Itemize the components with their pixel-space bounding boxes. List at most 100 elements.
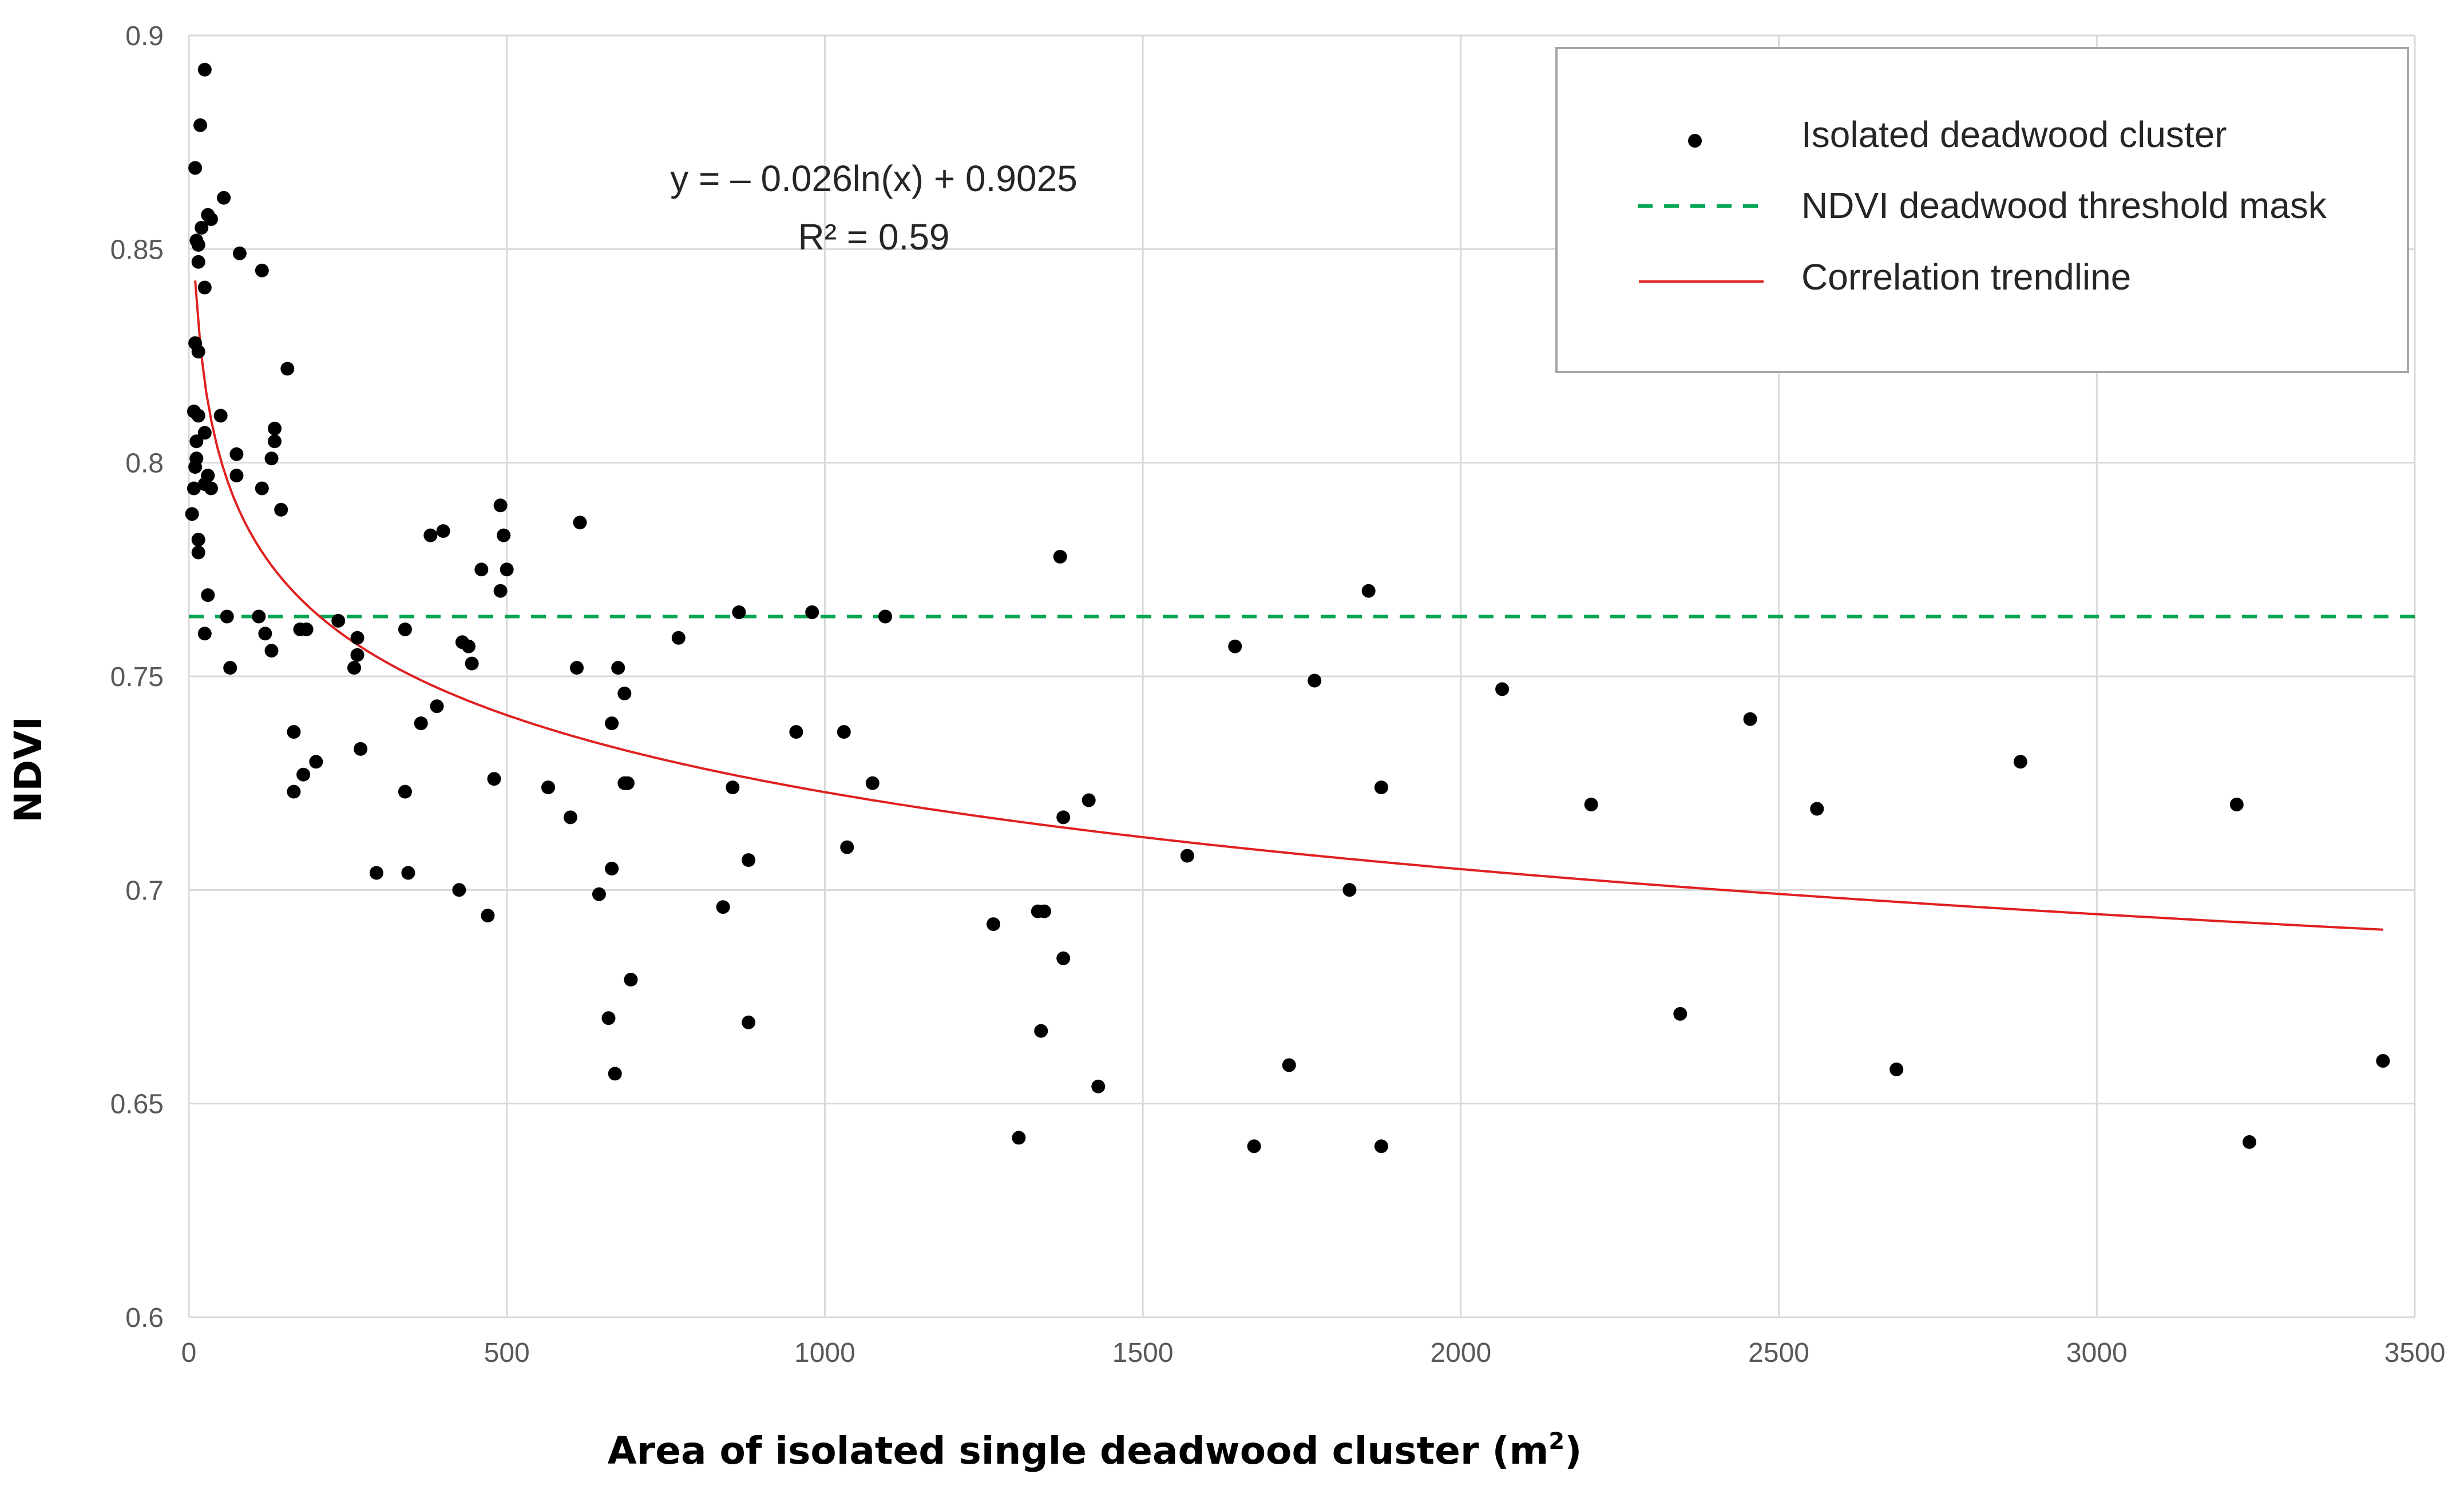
x-tick-label: 2000 bbox=[1430, 1338, 1491, 1368]
data-point bbox=[481, 909, 495, 923]
data-point bbox=[398, 784, 412, 799]
data-point bbox=[436, 524, 450, 538]
data-point bbox=[805, 605, 819, 619]
data-point bbox=[500, 562, 514, 577]
data-point bbox=[255, 481, 269, 496]
data-point bbox=[837, 725, 851, 739]
x-tick-label: 2500 bbox=[1748, 1338, 1809, 1368]
data-point bbox=[570, 661, 584, 675]
data-point bbox=[716, 900, 730, 914]
data-point bbox=[1053, 549, 1067, 564]
trendline-layer bbox=[194, 280, 2383, 931]
data-point bbox=[878, 609, 892, 624]
x-tick-label: 500 bbox=[484, 1338, 530, 1368]
data-point bbox=[611, 661, 625, 675]
data-point bbox=[605, 862, 619, 875]
data-point bbox=[398, 622, 412, 636]
data-point bbox=[430, 699, 444, 714]
legend-box bbox=[1555, 47, 2409, 373]
data-point bbox=[280, 362, 295, 376]
data-point bbox=[493, 498, 508, 513]
data-point bbox=[1082, 793, 1096, 807]
data-point bbox=[197, 62, 212, 77]
data-point bbox=[573, 516, 587, 530]
data-point bbox=[2376, 1054, 2390, 1068]
data-point bbox=[264, 451, 279, 466]
x-tick-label: 0 bbox=[181, 1338, 197, 1368]
data-point bbox=[1342, 883, 1357, 897]
data-point bbox=[274, 502, 288, 517]
data-point bbox=[220, 609, 234, 624]
data-point bbox=[726, 780, 740, 795]
data-point bbox=[987, 917, 1000, 932]
trendline-equation: y = – 0.026ln(x) + 0.9025 bbox=[670, 158, 1077, 199]
data-point bbox=[299, 622, 314, 636]
y-tick-label: 0.65 bbox=[110, 1089, 164, 1120]
data-point bbox=[617, 776, 632, 790]
data-point bbox=[197, 627, 212, 641]
data-point bbox=[350, 648, 365, 662]
data-point bbox=[223, 661, 237, 675]
legend-marker-points bbox=[1688, 134, 1702, 148]
data-point bbox=[462, 639, 476, 653]
data-point bbox=[487, 772, 501, 786]
data-point bbox=[347, 661, 361, 675]
data-point bbox=[287, 725, 301, 739]
data-point bbox=[255, 263, 269, 278]
data-point bbox=[189, 434, 204, 449]
data-point bbox=[1037, 904, 1051, 918]
legend: Isolated deadwood cluster NDVI deadwood … bbox=[1555, 47, 2409, 373]
data-point bbox=[601, 1011, 616, 1025]
data-point bbox=[187, 481, 201, 496]
x-axis-title: Area of isolated single deadwood cluster… bbox=[608, 1428, 1582, 1473]
data-point bbox=[197, 280, 212, 295]
data-point bbox=[1743, 712, 1757, 726]
data-point bbox=[1889, 1062, 1904, 1076]
data-point bbox=[350, 631, 365, 645]
y-tick-label: 0.7 bbox=[125, 875, 164, 906]
data-point bbox=[1012, 1131, 1026, 1145]
data-point bbox=[1056, 951, 1071, 965]
y-tick-label: 0.75 bbox=[110, 662, 164, 692]
x-tick-label: 1500 bbox=[1112, 1338, 1174, 1368]
data-point bbox=[414, 716, 428, 731]
data-point bbox=[1673, 1006, 1687, 1021]
data-point bbox=[401, 866, 415, 880]
x-tick-label: 3500 bbox=[2384, 1338, 2446, 1368]
data-point bbox=[2013, 755, 2027, 769]
data-point bbox=[465, 656, 479, 671]
data-point bbox=[287, 784, 301, 799]
y-axis-title: NDVI bbox=[6, 716, 50, 823]
data-point bbox=[592, 887, 606, 901]
data-point bbox=[742, 1015, 756, 1029]
data-point bbox=[204, 212, 218, 227]
data-point bbox=[191, 533, 205, 547]
data-point bbox=[1091, 1079, 1106, 1093]
data-point bbox=[608, 1067, 622, 1081]
x-tick-label: 1000 bbox=[794, 1338, 855, 1368]
legend-label-trendline: Correlation trendline bbox=[1801, 256, 2131, 298]
data-point bbox=[541, 780, 555, 795]
data-point bbox=[369, 866, 383, 880]
x-tick-label: 3000 bbox=[2066, 1338, 2128, 1368]
x-tick-labels: 0 500 1000 1500 2000 2500 3000 3500 bbox=[181, 1338, 2446, 1368]
data-point bbox=[1282, 1058, 1296, 1072]
data-point bbox=[671, 631, 686, 645]
y-tick-label: 0.6 bbox=[125, 1303, 164, 1333]
data-point bbox=[268, 434, 282, 449]
data-points bbox=[185, 62, 2390, 1154]
y-tick-label: 0.9 bbox=[125, 21, 164, 51]
data-point bbox=[191, 237, 205, 252]
data-point bbox=[2243, 1135, 2256, 1149]
data-point bbox=[191, 545, 205, 560]
data-point bbox=[195, 221, 209, 235]
data-point bbox=[1495, 682, 1510, 696]
data-point bbox=[197, 426, 212, 440]
data-point bbox=[229, 447, 244, 461]
data-point bbox=[191, 409, 205, 423]
data-point bbox=[309, 755, 323, 769]
data-point bbox=[605, 716, 619, 731]
x-axis-title-main: Area of isolated single deadwood cluster… bbox=[608, 1429, 1549, 1473]
data-point bbox=[354, 742, 368, 756]
